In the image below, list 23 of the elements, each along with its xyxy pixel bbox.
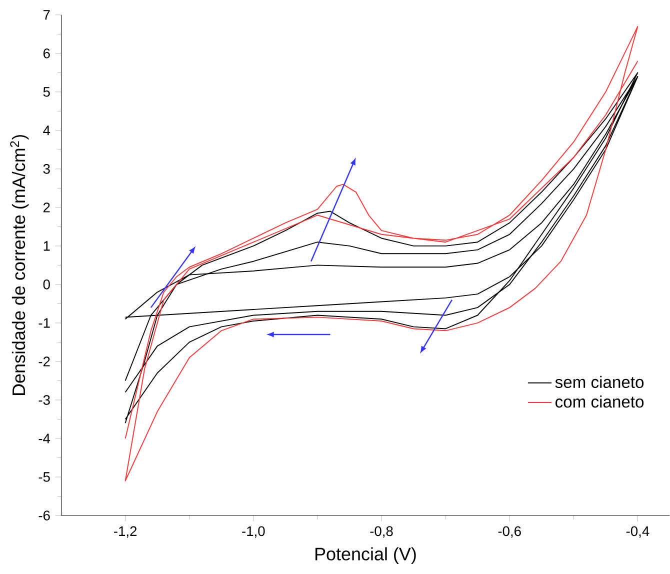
legend-label: sem cianeto (555, 376, 644, 388)
x-tick-label: -0,6 (498, 526, 521, 538)
y-tick-label: 0 (43, 280, 50, 290)
y-tick-label: 7 (43, 10, 50, 20)
legend-label: com cianeto (556, 395, 644, 408)
y-tick-label: -6 (38, 510, 50, 520)
y-tick-label: -4 (38, 434, 50, 444)
y-tick-label: -3 (38, 395, 50, 405)
y-tick-label: -5 (38, 472, 50, 482)
x-tick-label: -1,2 (114, 526, 137, 538)
y-tick-label: 3 (43, 164, 50, 174)
y-tick-label: 2 (43, 202, 50, 212)
y-tick-label: 5 (43, 87, 50, 97)
y-tick-label: 4 (43, 126, 50, 136)
x-tick-label: -0,8 (370, 526, 393, 538)
y-tick-label: 6 (43, 48, 50, 58)
y-tick-label: -1 (38, 318, 50, 328)
x-tick-label: -0,4 (626, 526, 650, 538)
x-axis-title: Potencial (V) (316, 547, 416, 564)
y-axis-title: Densidade de corrente (mA/cm$^{2}$) (10, 135, 29, 395)
y-tick-label: -2 (38, 356, 50, 366)
x-tick-label: -1,0 (242, 526, 265, 538)
y-tick-label: 1 (44, 241, 50, 251)
